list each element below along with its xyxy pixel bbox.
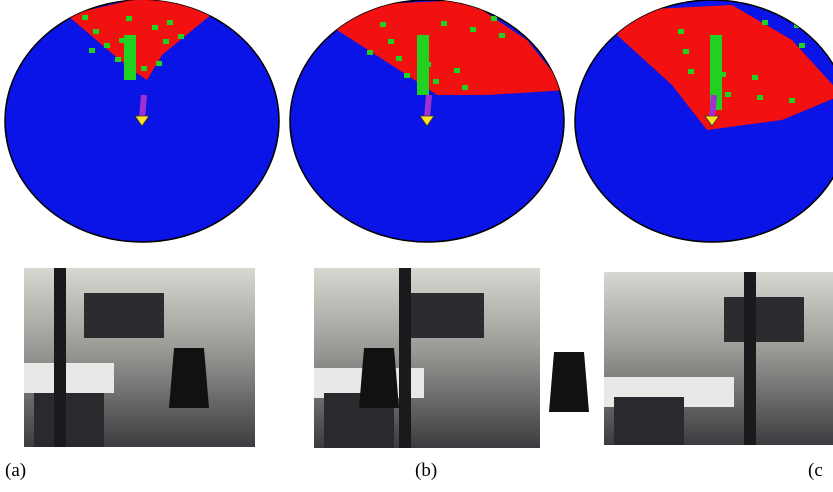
free-cell — [433, 79, 439, 84]
free-cell — [163, 39, 169, 44]
door-frame — [399, 268, 411, 448]
free-cell — [380, 22, 386, 27]
free-cell — [167, 20, 173, 25]
robot-heading — [142, 95, 144, 118]
free-cell — [470, 27, 476, 32]
panel-label: (b) — [415, 460, 437, 481]
free-cell — [178, 34, 184, 39]
free-cell — [141, 66, 147, 71]
free-cell — [156, 61, 162, 66]
free-cell — [152, 25, 158, 30]
free-cell — [462, 85, 468, 90]
panel-label: (a) — [5, 460, 26, 481]
free-cell — [725, 92, 731, 97]
desk-side — [614, 397, 684, 445]
chair — [549, 352, 589, 412]
free-cell — [789, 98, 795, 103]
robot-heading — [427, 95, 429, 118]
cubicle-wall — [84, 293, 164, 338]
desk-side — [34, 393, 104, 447]
free-cell — [104, 43, 110, 48]
free-cell — [404, 73, 410, 78]
free-cell — [454, 68, 460, 73]
free-cell — [115, 57, 121, 62]
free-column — [124, 35, 136, 80]
free-cell — [757, 95, 763, 100]
free-cell — [826, 26, 832, 31]
free-cell — [89, 48, 95, 53]
free-cell — [762, 20, 768, 25]
free-column — [417, 35, 429, 95]
free-cell — [799, 43, 805, 48]
robot-heading — [712, 95, 714, 118]
cubicle-wall — [404, 293, 484, 338]
free-cell — [678, 29, 684, 34]
camera-images — [24, 268, 833, 448]
free-cell — [93, 29, 99, 34]
chair — [359, 348, 399, 408]
free-cell — [396, 56, 402, 61]
occupancy-maps — [5, 0, 833, 242]
free-cell — [367, 50, 373, 55]
figure: (a) (b) (c — [0, 0, 833, 492]
free-cell — [491, 16, 497, 21]
panel-label: (c — [808, 460, 823, 481]
door-frame — [744, 272, 756, 445]
door-frame — [54, 268, 66, 447]
free-cell — [499, 33, 505, 38]
free-cell — [688, 69, 694, 74]
chair — [169, 348, 209, 408]
free-cell — [82, 15, 88, 20]
free-cell — [752, 75, 758, 80]
free-cell — [683, 49, 689, 54]
free-cell — [441, 21, 447, 26]
desk — [24, 363, 114, 393]
free-cell — [388, 39, 394, 44]
cubicle-wall — [724, 297, 804, 342]
free-cell — [126, 16, 132, 21]
